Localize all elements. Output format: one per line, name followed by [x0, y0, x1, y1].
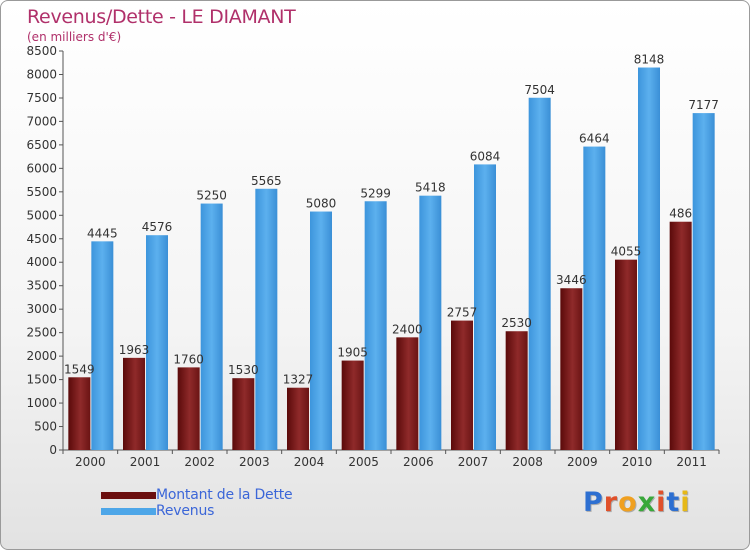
data-label-dette: 4055: [611, 245, 642, 259]
logo-letter: P: [583, 487, 604, 518]
chart-title: Revenus/Dette - LE DIAMANT: [27, 6, 296, 28]
y-tick-label: 3000: [26, 302, 57, 316]
data-label-revenus: 5080: [306, 197, 337, 211]
x-tick-label: 2006: [403, 455, 434, 469]
x-tick-label: 2007: [458, 455, 489, 469]
x-tick-label: 2009: [567, 455, 598, 469]
bar-dette: [177, 367, 200, 450]
y-tick-label: 7000: [26, 114, 57, 128]
data-label-dette: 2400: [392, 322, 423, 336]
data-label-dette: 1905: [337, 346, 368, 360]
logo-letter: i: [656, 487, 667, 518]
data-label-dette: 3446: [556, 273, 587, 287]
x-tick-label: 2005: [348, 455, 379, 469]
data-label-revenus: 8148: [634, 53, 665, 67]
data-label-revenus: 6464: [579, 132, 610, 146]
y-tick-label: 2000: [26, 349, 57, 363]
bar-dette: [669, 221, 692, 450]
logo-letter: t: [666, 487, 681, 518]
y-tick-label: 8500: [26, 44, 57, 58]
logo-letter: i: [680, 487, 691, 518]
data-label-revenus: 5299: [360, 186, 391, 200]
legend-item-dette: Montant de la Dette: [101, 487, 293, 503]
y-tick-label: 5500: [26, 185, 57, 199]
bar-revenus: [364, 201, 387, 450]
y-tick-label: 4500: [26, 232, 57, 246]
x-tick-label: 2011: [676, 455, 707, 469]
x-tick-label: 2001: [130, 455, 161, 469]
y-tick-label: 6500: [26, 138, 57, 152]
bar-dette: [232, 378, 255, 450]
y-tick-label: 4000: [26, 255, 57, 269]
chart-subtitle: (en milliers d'€): [27, 30, 122, 44]
y-tick-label: 7500: [26, 91, 57, 105]
y-tick-label: 1500: [26, 373, 57, 387]
bar-revenus: [91, 241, 114, 450]
bar-revenus: [255, 188, 278, 451]
data-label-revenus: 7504: [524, 83, 555, 97]
data-label-dette: 2530: [501, 316, 532, 330]
data-label-dette: 1760: [173, 352, 204, 366]
x-tick-label: 2003: [239, 455, 270, 469]
bar-dette: [451, 320, 473, 450]
bar-revenus: [638, 67, 660, 451]
y-tick-label: 0: [49, 443, 57, 457]
logo-letter: o: [618, 487, 638, 518]
bar-revenus: [310, 211, 332, 450]
bar-dette: [560, 288, 583, 450]
bar-dette: [287, 387, 309, 450]
y-tick-label: 6000: [26, 161, 57, 175]
y-tick-label: 500: [34, 420, 57, 434]
proxiti-logo: Proxiti: [583, 487, 691, 518]
bar-revenus: [692, 113, 715, 450]
bar-dette: [341, 360, 364, 450]
y-tick-label: 3500: [26, 279, 57, 293]
bar-dette: [615, 259, 637, 450]
data-label-revenus: 5418: [415, 181, 446, 195]
data-label-dette: 486: [669, 207, 692, 221]
bar-dette: [68, 377, 91, 450]
data-label-dette: 2757: [447, 306, 478, 320]
y-tick-label: 1000: [26, 396, 57, 410]
x-tick-label: 2000: [75, 455, 106, 469]
legend-swatch-revenus: [101, 507, 156, 515]
legend: Montant de la Dette Revenus: [101, 487, 293, 519]
bar-dette: [505, 331, 528, 450]
y-tick-label: 2500: [26, 326, 57, 340]
y-tick-label: 5000: [26, 208, 57, 222]
data-label-revenus: 4445: [87, 226, 118, 240]
bar-revenus: [583, 146, 606, 450]
y-tick-label: 8000: [26, 67, 57, 81]
legend-item-revenus: Revenus: [101, 503, 292, 519]
x-tick-label: 2002: [184, 455, 215, 469]
bar-dette: [123, 357, 145, 450]
legend-swatch-dette: [101, 491, 156, 499]
x-tick-label: 2004: [294, 455, 325, 469]
x-tick-label: 2010: [622, 455, 653, 469]
bar-revenus: [528, 97, 551, 450]
data-label-revenus: 5565: [251, 174, 282, 188]
data-label-dette: 1327: [283, 373, 314, 387]
bar-revenus: [474, 164, 496, 450]
data-label-dette: 1530: [228, 363, 259, 377]
legend-label-dette: Montant de la Dette: [156, 487, 293, 503]
legend-label-revenus: Revenus: [156, 503, 215, 519]
logo-letter: x: [637, 487, 657, 518]
data-label-revenus: 4576: [142, 220, 173, 234]
data-label-revenus: 6084: [470, 149, 501, 163]
bar-revenus: [200, 203, 223, 450]
data-label-revenus: 5250: [196, 189, 227, 203]
bar-dette: [396, 337, 419, 450]
x-tick-label: 2008: [512, 455, 543, 469]
bar-revenus: [146, 235, 168, 450]
data-label-dette: 1549: [64, 362, 95, 376]
logo-letter: r: [603, 487, 619, 518]
data-label-dette: 1963: [119, 343, 150, 357]
bar-revenus: [419, 195, 442, 450]
data-label-revenus: 7177: [688, 98, 719, 112]
